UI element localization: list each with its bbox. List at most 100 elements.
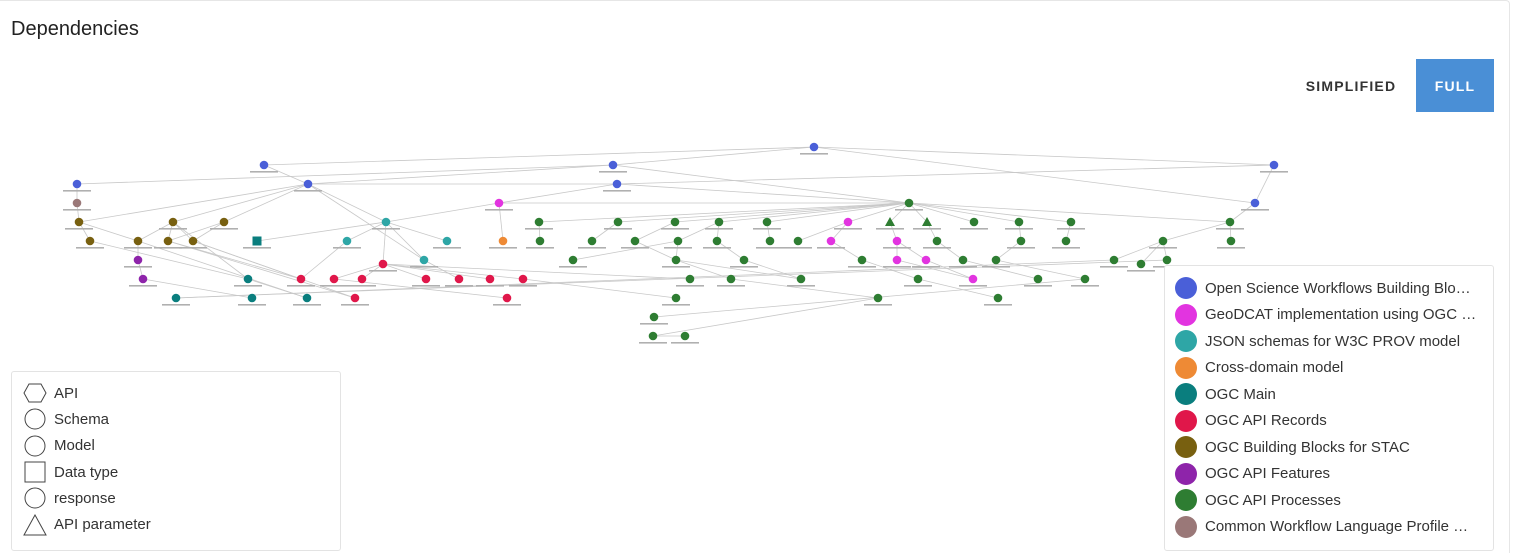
graph-node[interactable]: [485, 274, 495, 284]
graph-node-triangle[interactable]: [885, 217, 895, 226]
graph-node[interactable]: [630, 236, 640, 246]
graph-node[interactable]: [892, 236, 902, 246]
group-legend-item[interactable]: OGC Main: [1165, 381, 1493, 408]
graph-node[interactable]: [671, 293, 681, 303]
graph-node[interactable]: [171, 293, 181, 303]
graph-node[interactable]: [350, 293, 360, 303]
graph-node[interactable]: [442, 236, 452, 246]
group-legend-item[interactable]: Open Science Workflows Building Blo…: [1165, 275, 1493, 302]
graph-node[interactable]: [608, 160, 618, 170]
graph-node[interactable]: [243, 274, 253, 284]
graph-node[interactable]: [302, 293, 312, 303]
graph-node[interactable]: [357, 274, 367, 284]
graph-node[interactable]: [85, 236, 95, 246]
graph-node[interactable]: [1109, 255, 1119, 265]
graph-node[interactable]: [857, 255, 867, 265]
graph-node[interactable]: [74, 217, 84, 227]
graph-node[interactable]: [670, 217, 680, 227]
graph-node[interactable]: [163, 236, 173, 246]
graph-node[interactable]: [1158, 236, 1168, 246]
graph-node[interactable]: [796, 274, 806, 284]
graph-node[interactable]: [843, 217, 853, 227]
graph-node[interactable]: [72, 179, 82, 189]
graph-node[interactable]: [726, 274, 736, 284]
group-legend-item[interactable]: Common Workflow Language Profile …: [1165, 514, 1493, 541]
graph-node[interactable]: [1136, 259, 1146, 269]
graph-node[interactable]: [680, 331, 690, 341]
graph-node[interactable]: [991, 255, 1001, 265]
graph-node[interactable]: [613, 217, 623, 227]
graph-node[interactable]: [1061, 236, 1071, 246]
graph-node[interactable]: [498, 236, 508, 246]
graph-node[interactable]: [873, 293, 883, 303]
graph-node[interactable]: [188, 236, 198, 246]
graph-node[interactable]: [921, 255, 931, 265]
graph-node[interactable]: [587, 236, 597, 246]
simplified-button[interactable]: SIMPLIFIED: [1292, 59, 1410, 112]
graph-node[interactable]: [494, 198, 504, 208]
graph-node[interactable]: [932, 236, 942, 246]
graph-node[interactable]: [968, 274, 978, 284]
graph-node[interactable]: [133, 255, 143, 265]
graph-node[interactable]: [168, 217, 178, 227]
graph-node[interactable]: [1225, 217, 1235, 227]
graph-node[interactable]: [259, 160, 269, 170]
graph-node[interactable]: [892, 255, 902, 265]
group-legend-item[interactable]: GeoDCAT implementation using OGC …: [1165, 302, 1493, 329]
graph-node[interactable]: [671, 255, 681, 265]
graph-node[interactable]: [138, 274, 148, 284]
graph-node[interactable]: [712, 236, 722, 246]
graph-node[interactable]: [247, 293, 257, 303]
graph-node[interactable]: [72, 198, 82, 208]
graph-node[interactable]: [969, 217, 979, 227]
graph-node[interactable]: [793, 236, 803, 246]
graph-node-triangle[interactable]: [922, 217, 932, 226]
graph-node[interactable]: [765, 236, 775, 246]
graph-node[interactable]: [534, 217, 544, 227]
graph-node[interactable]: [535, 236, 545, 246]
dependency-graph[interactable]: [0, 119, 1516, 359]
graph-node[interactable]: [219, 217, 229, 227]
full-button[interactable]: FULL: [1416, 59, 1494, 112]
graph-node[interactable]: [1016, 236, 1026, 246]
graph-node[interactable]: [739, 255, 749, 265]
graph-node[interactable]: [502, 293, 512, 303]
graph-node[interactable]: [378, 259, 388, 269]
graph-node[interactable]: [1066, 217, 1076, 227]
graph-node[interactable]: [419, 255, 429, 265]
group-legend-item[interactable]: OGC API Features: [1165, 461, 1493, 488]
graph-node[interactable]: [1269, 160, 1279, 170]
graph-node[interactable]: [1033, 274, 1043, 284]
graph-node[interactable]: [342, 236, 352, 246]
graph-node[interactable]: [809, 142, 819, 152]
graph-node[interactable]: [303, 179, 313, 189]
graph-node[interactable]: [993, 293, 1003, 303]
graph-node[interactable]: [649, 312, 659, 322]
graph-node[interactable]: [1014, 217, 1024, 227]
group-legend-item[interactable]: OGC API Records: [1165, 408, 1493, 435]
graph-node[interactable]: [904, 198, 914, 208]
graph-node[interactable]: [329, 274, 339, 284]
graph-node[interactable]: [714, 217, 724, 227]
group-legend-item[interactable]: OGC Building Blocks for STAC: [1165, 434, 1493, 461]
graph-node[interactable]: [1080, 274, 1090, 284]
graph-node[interactable]: [133, 236, 143, 246]
graph-node[interactable]: [421, 274, 431, 284]
graph-node[interactable]: [612, 179, 622, 189]
graph-node[interactable]: [1250, 198, 1260, 208]
graph-node[interactable]: [762, 217, 772, 227]
group-legend-item[interactable]: Cross-domain model: [1165, 355, 1493, 382]
graph-node[interactable]: [296, 274, 306, 284]
graph-node-square[interactable]: [252, 236, 262, 246]
graph-node[interactable]: [518, 274, 528, 284]
graph-node[interactable]: [673, 236, 683, 246]
graph-node[interactable]: [568, 255, 578, 265]
graph-node[interactable]: [958, 255, 968, 265]
graph-node[interactable]: [1226, 236, 1236, 246]
graph-node[interactable]: [648, 331, 658, 341]
group-legend-item[interactable]: OGC API Processes: [1165, 487, 1493, 514]
graph-node[interactable]: [826, 236, 836, 246]
graph-node[interactable]: [454, 274, 464, 284]
graph-node[interactable]: [381, 217, 391, 227]
group-legend-item[interactable]: JSON schemas for W3C PROV model: [1165, 328, 1493, 355]
